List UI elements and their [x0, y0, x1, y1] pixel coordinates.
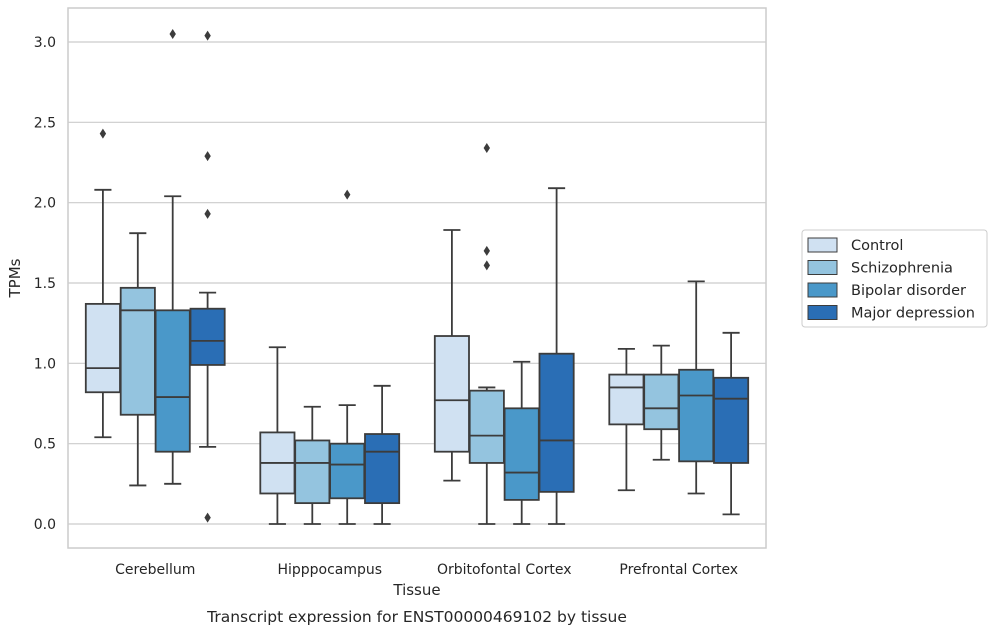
box-body: [119, 286, 156, 416]
outlier-point: [344, 189, 351, 200]
legend-label: Control: [851, 238, 903, 254]
box-body: [713, 376, 750, 464]
y-axis-ticks: 0.0 0.5 1.0 1.5 2.0 2.5 3.0: [34, 35, 56, 533]
y-tick-label: 2.0: [34, 196, 56, 212]
box-control: [259, 346, 296, 525]
box-major-depression: [364, 384, 401, 525]
y-tick-label: 2.5: [34, 115, 56, 131]
legend-swatch: [807, 282, 838, 298]
box-schizophrenia: [119, 232, 156, 487]
box-body: [468, 389, 505, 464]
legend-swatch: [807, 237, 838, 253]
x-tick-label: Orbitofontal Cortex: [437, 562, 572, 578]
box-body: [329, 442, 366, 500]
box-body: [538, 352, 575, 493]
outlier-point: [204, 208, 211, 219]
y-tick-label: 0.5: [34, 437, 56, 453]
legend-swatch: [807, 305, 838, 320]
box-bipolar-disorder: [154, 28, 191, 485]
box-body: [294, 439, 331, 505]
box-major-depression: [538, 187, 575, 525]
plot-frame: [67, 7, 767, 549]
legend-label: Major depression: [851, 306, 975, 322]
legend-label: Schizophrenia: [851, 261, 953, 277]
box-plot-area: [84, 28, 750, 525]
outlier-point: [483, 143, 490, 154]
legend-label: Bipolar disorder: [851, 283, 966, 299]
x-axis-ticks: Cerebellum Hipppocampus Orbitofontal Corte…: [115, 562, 738, 578]
legend: Control Schizophrenia Bipolar disorder Majo…: [801, 229, 988, 328]
box-bipolar-disorder: [329, 189, 366, 525]
box-schizophrenia: [643, 344, 680, 461]
outlier-point: [204, 512, 211, 523]
chart-caption: Transcript expression for ENST0000046910…: [206, 608, 627, 626]
x-tick-label: Hipppocampus: [277, 562, 382, 578]
box-body: [678, 368, 715, 463]
box-major-depression: [189, 30, 226, 523]
box-body: [503, 407, 540, 501]
box-body: [643, 373, 680, 431]
outlier-point: [169, 28, 176, 39]
y-tick-label: 0.0: [34, 517, 56, 533]
box-body: [189, 307, 226, 366]
box-bipolar-disorder: [678, 280, 715, 495]
box-schizophrenia: [294, 405, 331, 525]
box-body: [154, 309, 191, 453]
legend-frame: [801, 229, 988, 328]
outlier-point: [483, 245, 490, 256]
box-body: [608, 373, 645, 426]
x-tick-label: Cerebellum: [115, 562, 195, 578]
box-control: [608, 347, 645, 492]
y-tick-label: 1.5: [34, 276, 56, 292]
box-body: [84, 302, 121, 394]
y-tick-label: 1.0: [34, 356, 56, 372]
legend-swatch: [807, 260, 838, 275]
y-axis-label: TPMs: [6, 258, 24, 298]
outlier-point: [204, 151, 211, 162]
box-major-depression: [713, 331, 750, 516]
y-tick-label: 3.0: [34, 35, 56, 51]
box-control: [433, 229, 470, 482]
x-axis-label: Tissue: [392, 581, 440, 599]
box-body: [433, 335, 470, 453]
box-bipolar-disorder: [503, 360, 540, 525]
box-control: [84, 128, 121, 439]
outlier-point: [99, 128, 107, 139]
outlier-point: [204, 30, 211, 41]
box-body: [364, 433, 401, 505]
outlier-point: [483, 260, 490, 271]
x-tick-label: Prefrontal Cortex: [619, 562, 738, 578]
box-schizophrenia: [468, 143, 505, 525]
